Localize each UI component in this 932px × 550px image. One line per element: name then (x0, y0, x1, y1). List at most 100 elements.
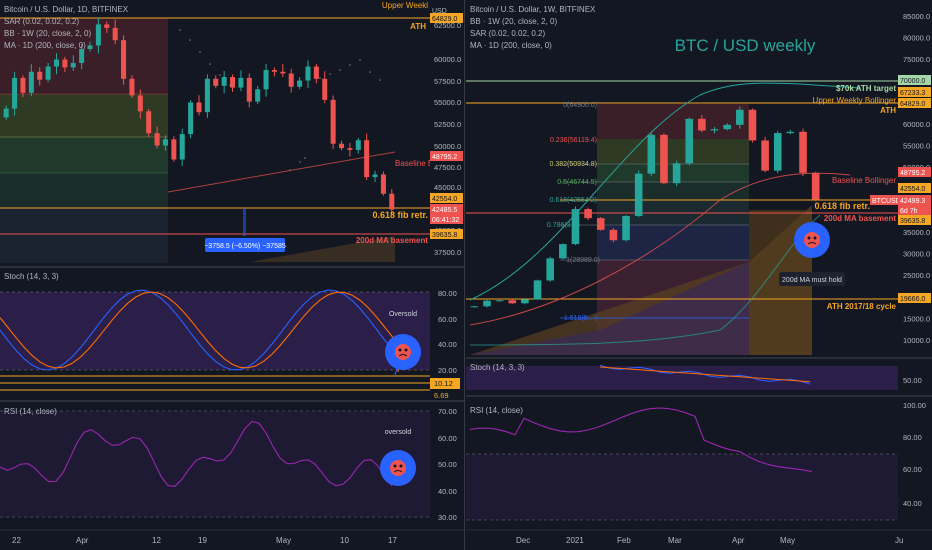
left-candle-8 (70, 55, 76, 71)
right-candle-22 (748, 108, 757, 143)
left-sar-dot (229, 84, 231, 86)
left-candle-11 (95, 17, 101, 54)
left-candle-15 (129, 75, 135, 98)
left-rsi-emoji-icon (380, 450, 416, 486)
left-candle-32 (271, 67, 277, 77)
left-axis-tag-3: 42554.0 (430, 193, 463, 203)
left-sar-dot (289, 169, 291, 171)
left-time-3: 19 (198, 536, 207, 545)
left-candle-20 (171, 136, 177, 162)
svg-text:06:41:32: 06:41:32 (432, 217, 459, 224)
left-stoch-tag-1: 6.69 (434, 391, 449, 400)
left-candle-37 (313, 63, 319, 84)
left-time-2: 12 (152, 536, 161, 545)
right-time-6: Ju (895, 536, 903, 545)
left-sar-dot (179, 29, 181, 31)
left-candle-3 (28, 64, 34, 97)
right-price-tick: 30000.0 (903, 250, 930, 259)
left-label-baseline: Baseline Bo (395, 159, 438, 168)
right-candle-21 (736, 106, 744, 129)
left-candle-7 (62, 56, 68, 73)
left-header-1: SAR (0.02, 0.02, 0.2) (4, 17, 79, 26)
left-candle-18 (154, 126, 160, 149)
left-time-1: Apr (76, 536, 89, 545)
right-candle-17 (685, 117, 694, 166)
left-candle-39 (330, 95, 336, 149)
right-label-fib: 0.618 fib retr. (814, 201, 870, 211)
left-candle-2 (20, 75, 26, 98)
svg-text:42499.3: 42499.3 (900, 198, 925, 205)
left-candle-33 (280, 64, 286, 78)
left-axis-tag-2: 48795.2 (430, 151, 463, 161)
left-candle-45 (380, 171, 386, 196)
left-price-tick: 50000.0 (434, 142, 461, 151)
right-stoch-label: Stoch (14, 3, 3) (470, 363, 525, 372)
left-candle-26 (221, 70, 227, 94)
right-candle-4 (521, 298, 529, 305)
left-chart: −3758.5 (−6.50%) −37585 Bitcoin / U.S. D… (0, 0, 464, 550)
right-candle-19 (710, 126, 719, 134)
right-time-4: Apr (732, 536, 745, 545)
right-price-tick: 15000.0 (903, 314, 930, 323)
svg-text:64829.0: 64829.0 (900, 101, 925, 108)
left-axis-tag-1: 64829.0 (430, 13, 463, 23)
right-candle-27 (811, 171, 820, 202)
right-header-3: MA · 1D (200, close, 0) (470, 41, 552, 50)
right-candle-13 (634, 170, 643, 218)
left-sar-dot (189, 39, 191, 41)
right-price-tick: 55000.0 (903, 142, 930, 151)
svg-text:67233.3: 67233.3 (900, 90, 925, 97)
left-label-ath: ATH (410, 22, 426, 31)
left-stoch-tick-0: 80.00 (438, 289, 457, 298)
right-price-tick: 60000.0 (903, 120, 930, 129)
svg-text:39635.8: 39635.8 (432, 232, 457, 239)
right-axis-tag-2: 64829.0 (898, 98, 931, 108)
left-price-tick: 57500.0 (434, 77, 461, 86)
left-candle-6 (53, 53, 60, 75)
svg-text:6d 7h: 6d 7h (900, 208, 918, 215)
left-rsi-tick-1: 60.00 (438, 434, 457, 443)
right-candle-7 (559, 243, 567, 260)
right-axis-tags: 70000.0 67233.3 64829.0 48795.2 42554.0 42499… (898, 75, 931, 303)
left-candle-31 (263, 63, 269, 97)
left-axis-tag-6: 39635.8 (430, 229, 463, 239)
left-label-upper: Upper Weekl (382, 1, 428, 10)
left-sar-dot (359, 59, 361, 61)
right-candle-1 (483, 299, 491, 308)
right-rsi-line (469, 407, 813, 473)
left-price-tick: 55000.0 (434, 98, 461, 107)
fib-3: 0.5(46744.5) (557, 179, 597, 186)
right-candles (470, 106, 820, 308)
left-candle-16 (137, 89, 143, 119)
left-candle-28 (238, 70, 244, 92)
left-label-fib: 0.618 fib retr. (372, 210, 428, 220)
right-rsi-tick-3: 40.00 (903, 499, 922, 508)
left-stoch-tag-0: 10.12 (434, 379, 453, 388)
left-candle-0 (3, 105, 9, 120)
right-candle-16 (672, 160, 681, 187)
right-rsi-label: RSI (14, close) (470, 406, 523, 415)
left-header-3: MA · 1D (200, close, 0) (4, 41, 86, 50)
right-rsi-tick-0: 100.00 (903, 401, 926, 410)
left-candle-10 (87, 41, 93, 52)
fib-6: 1(28989.0) (566, 257, 600, 264)
left-sar-dot (339, 69, 341, 71)
left-time-0: 22 (12, 536, 21, 545)
right-axis-tag-1: 67233.3 (898, 87, 931, 97)
left-sar-dot (299, 161, 301, 163)
left-rsi-tick-2: 50.00 (438, 460, 457, 469)
left-candle-22 (188, 100, 194, 139)
left-stoch-label: Stoch (14, 3, 3) (4, 272, 59, 281)
left-stoch-tick-3: 20.00 (438, 366, 457, 375)
left-rsi-tick-3: 40.00 (438, 487, 457, 496)
right-label-ma: 200d MA basement (824, 214, 897, 223)
left-price-tick: 62500.0 (434, 21, 461, 30)
left-candle-42 (355, 138, 361, 154)
left-price-tick: 60000.0 (434, 55, 461, 64)
right-candle-5 (533, 279, 542, 300)
svg-text:48795.2: 48795.2 (900, 170, 925, 177)
right-candle-10 (596, 217, 605, 231)
svg-text:64829.0: 64829.0 (432, 16, 457, 23)
left-stoch-d (0, 291, 401, 373)
